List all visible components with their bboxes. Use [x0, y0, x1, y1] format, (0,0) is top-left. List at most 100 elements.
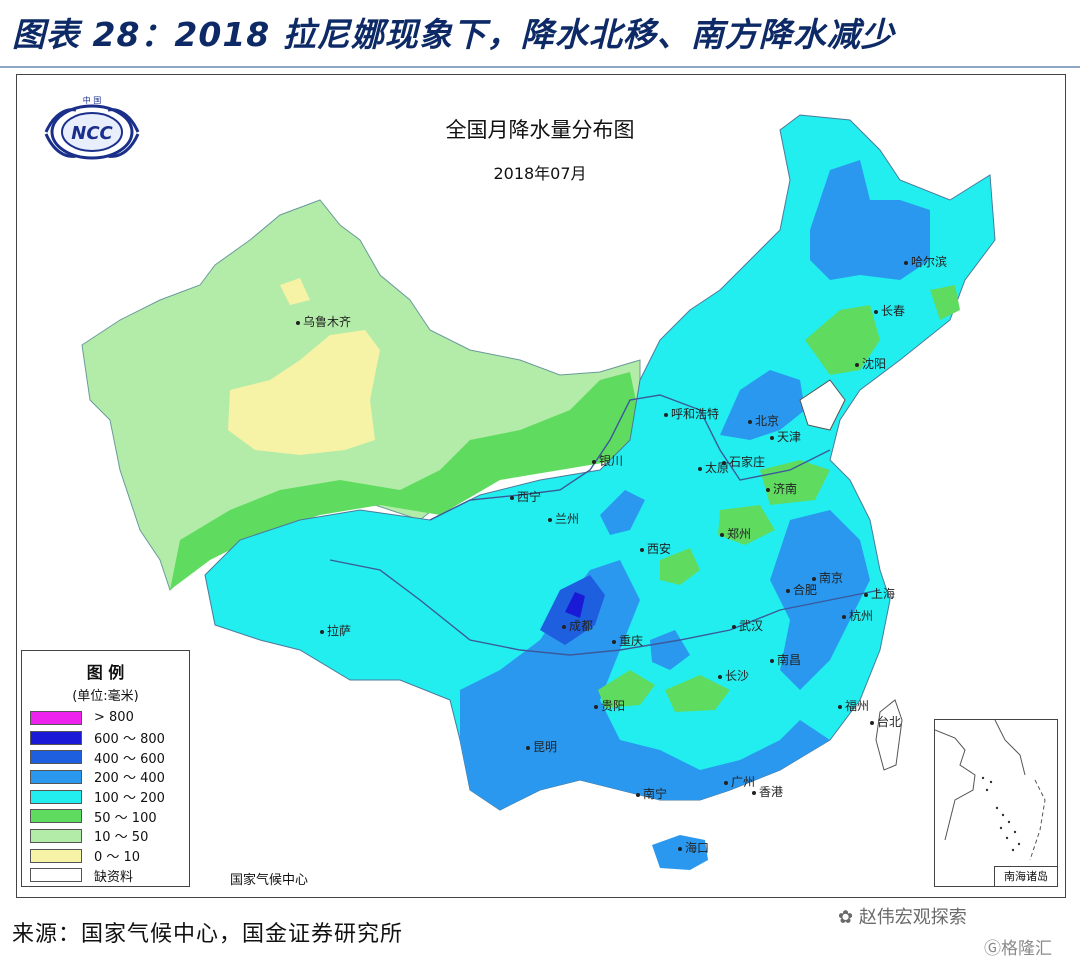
region-50-100-hunan [665, 675, 730, 712]
city-label: 西宁 [510, 488, 541, 505]
legend-item: 缺资料 [22, 866, 189, 886]
city-label: 海口 [678, 839, 709, 856]
city-label: 成都 [562, 617, 593, 634]
legend-item: 200 ～ 400 [22, 767, 189, 787]
legend-swatch [30, 848, 82, 863]
svg-text:NCC: NCC [71, 123, 113, 144]
wechat-watermark: ✿ 赵伟宏观探索 [838, 907, 967, 928]
city-label: 太原 [698, 459, 729, 476]
legend-label: 400 ～ 600 [94, 751, 165, 767]
city-label: 呼和浩特 [664, 405, 719, 422]
legend-swatch [30, 710, 82, 725]
bohai-sea [799, 379, 846, 431]
legend-swatch [30, 730, 82, 745]
city-label: 福州 [838, 697, 869, 714]
city-label: 西安 [640, 540, 671, 557]
wechat-icon: ✿ [838, 907, 859, 928]
city-label: 兰州 [548, 510, 579, 527]
yangtze-river [329, 559, 881, 656]
ncc-logo: NCC 中 国 [36, 94, 148, 164]
map-date: 2018年07月 [493, 164, 587, 183]
region-200-400-east [770, 510, 870, 690]
region-0-10-small [280, 278, 310, 305]
city-label: 昆明 [526, 738, 557, 755]
legend-item: 600 ～ 800 [22, 728, 189, 748]
map-legend: 图 例 (单位:毫米) > 800 600 ～ 800 400 ～ 600 200 ～… [21, 650, 190, 887]
legend-item: > 800 [22, 708, 189, 728]
legend-label: 600 ～ 800 [94, 732, 165, 748]
source-note: 来源：国家气候中心，国金证券研究所 [12, 922, 404, 947]
region-50-100-henan [718, 505, 775, 545]
city-label: 长春 [874, 302, 905, 319]
city-label: 长沙 [718, 667, 749, 684]
city-label: 哈尔滨 [904, 253, 947, 270]
figure-title: 图表 28：2018 拉尼娜现象下，降水北移、南方降水减少 [12, 15, 895, 54]
ncc-emblem-icon: NCC 中 国 [44, 95, 140, 160]
region-200-400-north [720, 370, 805, 440]
legend-item: 0 ～ 10 [22, 846, 189, 866]
region-50-100-northeast [805, 305, 880, 375]
map-org-label: 国家气候中心 [230, 873, 309, 888]
city-label: 上海 [864, 585, 895, 602]
legend-swatch [30, 750, 82, 765]
city-label: 北京 [748, 412, 779, 429]
city-label: 杭州 [842, 607, 873, 624]
inset-map [934, 719, 1046, 861]
glh-logo-icon: Ⓖ [984, 939, 1001, 959]
legend-unit: (单位:毫米) [72, 689, 139, 704]
region-50-100-gansu [660, 548, 700, 585]
region-600-800 [565, 592, 585, 618]
legend-label: 200 ～ 400 [94, 771, 165, 787]
legend-swatch [30, 789, 82, 804]
map-title: 全国月降水量分布图 [445, 118, 635, 142]
city-label: 广州 [724, 773, 755, 790]
city-label: 沈阳 [855, 355, 886, 372]
svg-text:中 国: 中 国 [83, 95, 102, 105]
legend-label: 50 ～ 100 [94, 810, 157, 826]
legend-label: 10 ～ 50 [94, 830, 149, 846]
legend-label: > 800 [94, 710, 134, 726]
legend-label: 0 ～ 10 [94, 850, 141, 866]
city-label: 南昌 [770, 651, 801, 668]
city-label: 台北 [870, 713, 901, 730]
city-label: 银川 [592, 452, 623, 469]
legend-swatch [30, 828, 82, 843]
legend-item: 50 ～ 100 [22, 806, 189, 826]
legend-item: 10 ～ 50 [22, 826, 189, 846]
legend-item: 100 ～ 200 [22, 787, 189, 807]
city-label: 香港 [752, 783, 783, 800]
legend-item: 400 ～ 600 [22, 747, 189, 767]
legend-swatch [30, 809, 82, 824]
city-label: 南宁 [636, 785, 667, 802]
city-label: 重庆 [612, 632, 643, 649]
title-divider [0, 66, 1080, 68]
region-200-400-shaanxi [600, 490, 645, 535]
yellow-river [429, 394, 831, 521]
city-label: 武汉 [732, 617, 763, 634]
legend-title: 图 例 [86, 663, 125, 682]
city-label: 南京 [812, 569, 843, 586]
city-label: 乌鲁木齐 [296, 313, 351, 330]
city-label: 贵阳 [594, 697, 625, 714]
glh-watermark: Ⓖ格隆汇 [984, 939, 1052, 959]
city-label: 拉萨 [320, 622, 351, 639]
city-label: 济南 [766, 480, 797, 497]
region-50-100-jilin [930, 285, 960, 320]
inset-label: 南海诸岛 [994, 866, 1057, 886]
city-label: 天津 [770, 428, 801, 445]
legend-label: 缺资料 [94, 869, 134, 885]
legend-label: 100 ～ 200 [94, 791, 165, 807]
region-200-400-northeast [810, 160, 930, 280]
city-label: 石家庄 [722, 453, 765, 470]
region-200-400-hainan [652, 835, 708, 870]
city-label: 合肥 [786, 581, 817, 598]
region-50-100-band [170, 372, 640, 590]
city-label: 郑州 [720, 525, 751, 542]
region-0-10 [228, 330, 380, 455]
south-china-sea-inset [934, 719, 1058, 887]
legend-swatch [30, 868, 82, 883]
taiwan [875, 699, 903, 771]
legend-swatch [30, 769, 82, 784]
region-50-100-guizhou [598, 670, 655, 708]
